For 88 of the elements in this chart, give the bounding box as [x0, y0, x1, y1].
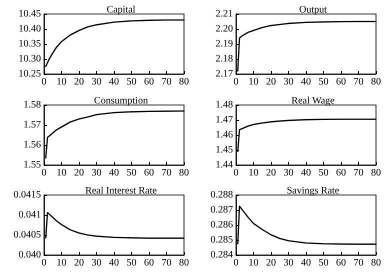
x-tick-label: 0 [234, 167, 238, 178]
x-tick-label: 30 [92, 167, 102, 178]
chart-title: Real Interest Rate [85, 186, 158, 197]
y-tick-label: 1.48 [216, 99, 233, 110]
x-tick-label: 80 [179, 258, 189, 269]
y-tick-label: 10.45 [18, 8, 41, 20]
y-tick-label: 10.25 [18, 68, 41, 80]
x-tick-label: 30 [284, 167, 294, 178]
x-tick-label: 80 [371, 167, 381, 178]
x-tick-label: 10 [248, 76, 258, 88]
y-tick-label: 1.44 [216, 159, 233, 170]
x-tick-label: 70 [354, 167, 364, 178]
x-tick-label: 10 [56, 167, 66, 178]
x-tick-label: 70 [162, 258, 172, 269]
y-tick-label: 10.40 [18, 24, 41, 34]
y-tick-label: 0.286 [210, 220, 233, 231]
x-tick-label: 60 [144, 258, 154, 269]
x-tick-label: 30 [284, 76, 294, 88]
chart-title: Consumption [94, 95, 148, 106]
x-tick-label: 40 [301, 76, 311, 88]
y-tick-label: 0.041 [18, 210, 41, 221]
y-tick-label: 0.0405 [14, 230, 41, 241]
x-tick-label: 40 [109, 167, 119, 178]
y-tick-label: 1.46 [216, 129, 233, 140]
x-tick-label: 50 [318, 167, 328, 178]
x-tick-label: 80 [179, 76, 189, 88]
x-tick-label: 10 [56, 76, 66, 88]
x-tick-label: 50 [318, 76, 328, 88]
chart-title: Real Wage [291, 95, 336, 106]
x-tick-label: 40 [109, 76, 119, 88]
y-tick-label: 1.56 [24, 139, 41, 150]
chart-title: Savings Rate [286, 186, 340, 197]
y-tick-label: 1.45 [216, 144, 233, 156]
x-tick-label: 70 [162, 76, 172, 88]
x-tick-label: 20 [266, 76, 276, 88]
x-tick-label: 20 [74, 167, 84, 178]
y-tick-label: 0.285 [210, 234, 233, 246]
x-tick-label: 40 [301, 258, 311, 269]
y-tick-label: 2.19 [216, 38, 233, 50]
x-tick-label: 0 [42, 258, 46, 269]
x-tick-label: 30 [92, 258, 102, 269]
x-tick-label: 40 [109, 258, 119, 269]
y-tick-label: 2.20 [216, 24, 233, 34]
y-tick-label: 2.18 [216, 54, 233, 64]
x-tick-label: 40 [301, 167, 311, 178]
y-tick-label: 0.287 [210, 204, 233, 216]
x-tick-label: 0 [42, 76, 46, 88]
x-tick-label: 60 [336, 76, 346, 88]
x-tick-label: 0 [234, 76, 238, 88]
x-tick-label: 30 [284, 258, 294, 269]
x-tick-label: 70 [354, 76, 364, 88]
x-tick-label: 20 [266, 258, 276, 269]
x-tick-label: 80 [371, 258, 381, 269]
y-tick-label: 1.55 [24, 159, 41, 170]
x-tick-label: 0 [234, 258, 238, 269]
y-tick-label: 0.288 [210, 190, 233, 201]
x-tick-label: 80 [179, 167, 189, 178]
y-tick-label: 1.57 [24, 119, 41, 130]
x-tick-label: 10 [248, 258, 258, 269]
y-tick-label: 1.58 [24, 99, 41, 110]
y-tick-label: 10.35 [18, 38, 41, 50]
y-tick-label: 2.21 [216, 8, 233, 20]
x-tick-label: 20 [266, 167, 276, 178]
y-tick-label: 0.040 [18, 250, 41, 261]
y-tick-label: 1.47 [216, 114, 233, 126]
x-tick-label: 80 [371, 76, 381, 88]
x-tick-label: 10 [248, 167, 258, 178]
x-tick-label: 50 [126, 258, 136, 269]
x-tick-label: 60 [336, 258, 346, 269]
x-tick-label: 70 [354, 258, 364, 269]
chart-title: Output [299, 4, 328, 16]
x-tick-label: 0 [42, 167, 46, 178]
y-tick-label: 2.17 [216, 68, 233, 80]
x-tick-label: 70 [162, 167, 172, 178]
x-tick-label: 50 [126, 76, 136, 88]
chart-title: Capital [106, 4, 136, 16]
y-tick-label: 10.30 [18, 54, 41, 64]
x-tick-label: 50 [126, 167, 136, 178]
x-tick-label: 10 [56, 258, 66, 269]
x-tick-label: 30 [92, 76, 102, 88]
x-tick-label: 20 [74, 76, 84, 88]
x-tick-label: 60 [336, 167, 346, 178]
x-tick-label: 20 [74, 258, 84, 269]
x-tick-label: 50 [318, 258, 328, 269]
y-tick-label: 0.0415 [14, 190, 41, 201]
x-tick-label: 60 [144, 167, 154, 178]
x-tick-label: 60 [144, 76, 154, 88]
y-tick-label: 0.284 [210, 250, 233, 261]
